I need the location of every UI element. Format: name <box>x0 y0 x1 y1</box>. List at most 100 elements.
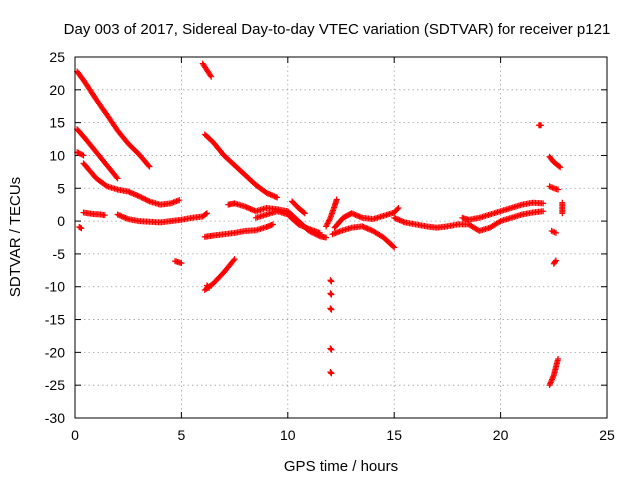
data-series-segment <box>459 199 547 223</box>
data-point <box>555 186 562 193</box>
data-point <box>391 244 398 251</box>
data-series-segment <box>201 221 276 240</box>
data-series-segment <box>114 210 210 226</box>
x-tick-label: 15 <box>386 427 402 443</box>
data-series-segment <box>546 355 562 389</box>
y-tick-label: 10 <box>49 147 65 163</box>
y-tick-label: 0 <box>57 213 65 229</box>
data-point <box>143 197 150 204</box>
data-point <box>316 229 323 236</box>
data-point <box>79 151 86 158</box>
data-point <box>540 208 547 215</box>
data-series-segment <box>550 257 559 267</box>
data-point <box>328 346 335 353</box>
data-point <box>550 228 557 235</box>
data-series-segment <box>289 198 308 217</box>
data-point <box>496 218 503 225</box>
data-series-segment <box>80 160 183 208</box>
data-series-segment <box>327 290 335 298</box>
data-series-segment <box>535 122 545 129</box>
data-series-segment <box>74 126 121 182</box>
chart-title: Day 003 of 2017, Sidereal Day-to-day VTE… <box>64 21 611 38</box>
data-point <box>395 204 402 211</box>
data-series-segment <box>327 277 335 285</box>
y-tick-label: -20 <box>45 344 65 360</box>
data-point <box>202 211 209 218</box>
data-point <box>137 193 144 200</box>
data-series-segment <box>327 369 335 377</box>
data-point <box>323 234 330 241</box>
data-point <box>113 174 120 181</box>
data-point <box>328 291 335 298</box>
data-series-segment <box>80 209 108 219</box>
data-series-segment <box>546 153 564 171</box>
data-point <box>203 210 210 217</box>
data-point <box>390 243 397 250</box>
data-point <box>556 163 563 170</box>
data-point <box>300 209 307 216</box>
data-series-segment <box>327 345 335 353</box>
data-point <box>231 256 238 263</box>
data-point <box>274 194 281 201</box>
data-series-segment <box>327 305 335 313</box>
x-tick-label: 0 <box>71 427 79 443</box>
data-series-segment <box>329 223 398 251</box>
x-tick-label: 20 <box>493 427 509 443</box>
data-point <box>114 175 121 182</box>
data-point <box>138 194 145 201</box>
data-point <box>552 257 559 264</box>
data-point <box>301 210 308 217</box>
data-point <box>230 257 237 264</box>
data-point <box>328 278 335 285</box>
data-series-segment <box>172 258 185 267</box>
data-point <box>552 258 559 265</box>
data-point <box>135 193 142 200</box>
y-tick-label: -15 <box>45 312 65 328</box>
axis-ticks: 0 5 10 15 20 25 -30 -25 -20 -15 -10 -5 0 5 10 15 20 25 <box>45 49 615 443</box>
data-point <box>206 285 213 292</box>
data-point <box>142 196 149 203</box>
plot-frame <box>74 56 608 419</box>
data-point <box>80 152 87 159</box>
data-point <box>102 182 109 189</box>
data-series-segment <box>201 131 281 201</box>
y-tick-label: 5 <box>57 180 65 196</box>
y-tick-label: -25 <box>45 377 65 393</box>
y-tick-label: 20 <box>49 82 65 98</box>
data-point <box>141 195 148 202</box>
data-point <box>145 162 152 169</box>
data-point <box>101 212 108 219</box>
data-point <box>551 229 558 236</box>
data-point <box>78 225 85 232</box>
data-point <box>77 224 84 231</box>
x-tick-label: 5 <box>178 427 186 443</box>
data-point <box>146 163 153 170</box>
data-point <box>328 370 335 377</box>
data-point <box>145 197 152 204</box>
x-axis-label: GPS time / hours <box>284 458 398 475</box>
y-axis-label: SDTVAR / TECUs <box>7 177 24 297</box>
data-series-segment <box>559 199 566 217</box>
x-tick-label: 25 <box>599 427 615 443</box>
data-points <box>74 60 566 389</box>
data-point <box>176 197 183 204</box>
data-series-segment <box>391 208 547 234</box>
data-point <box>269 221 276 228</box>
data-series-segment <box>252 208 323 236</box>
grid <box>75 57 607 418</box>
data-point <box>552 229 559 236</box>
data-series-segment <box>199 60 215 80</box>
data-series-segment <box>203 282 213 292</box>
y-tick-label: -30 <box>45 410 65 426</box>
data-series-segment <box>76 223 85 232</box>
data-series-segment <box>74 149 87 159</box>
data-point <box>328 306 335 313</box>
data-point <box>540 200 547 207</box>
data-point <box>178 260 185 267</box>
data-series-segment <box>331 204 402 231</box>
data-series-segment <box>225 200 330 241</box>
data-series-segment <box>74 68 153 170</box>
data-point <box>557 164 564 171</box>
data-point <box>559 210 566 217</box>
